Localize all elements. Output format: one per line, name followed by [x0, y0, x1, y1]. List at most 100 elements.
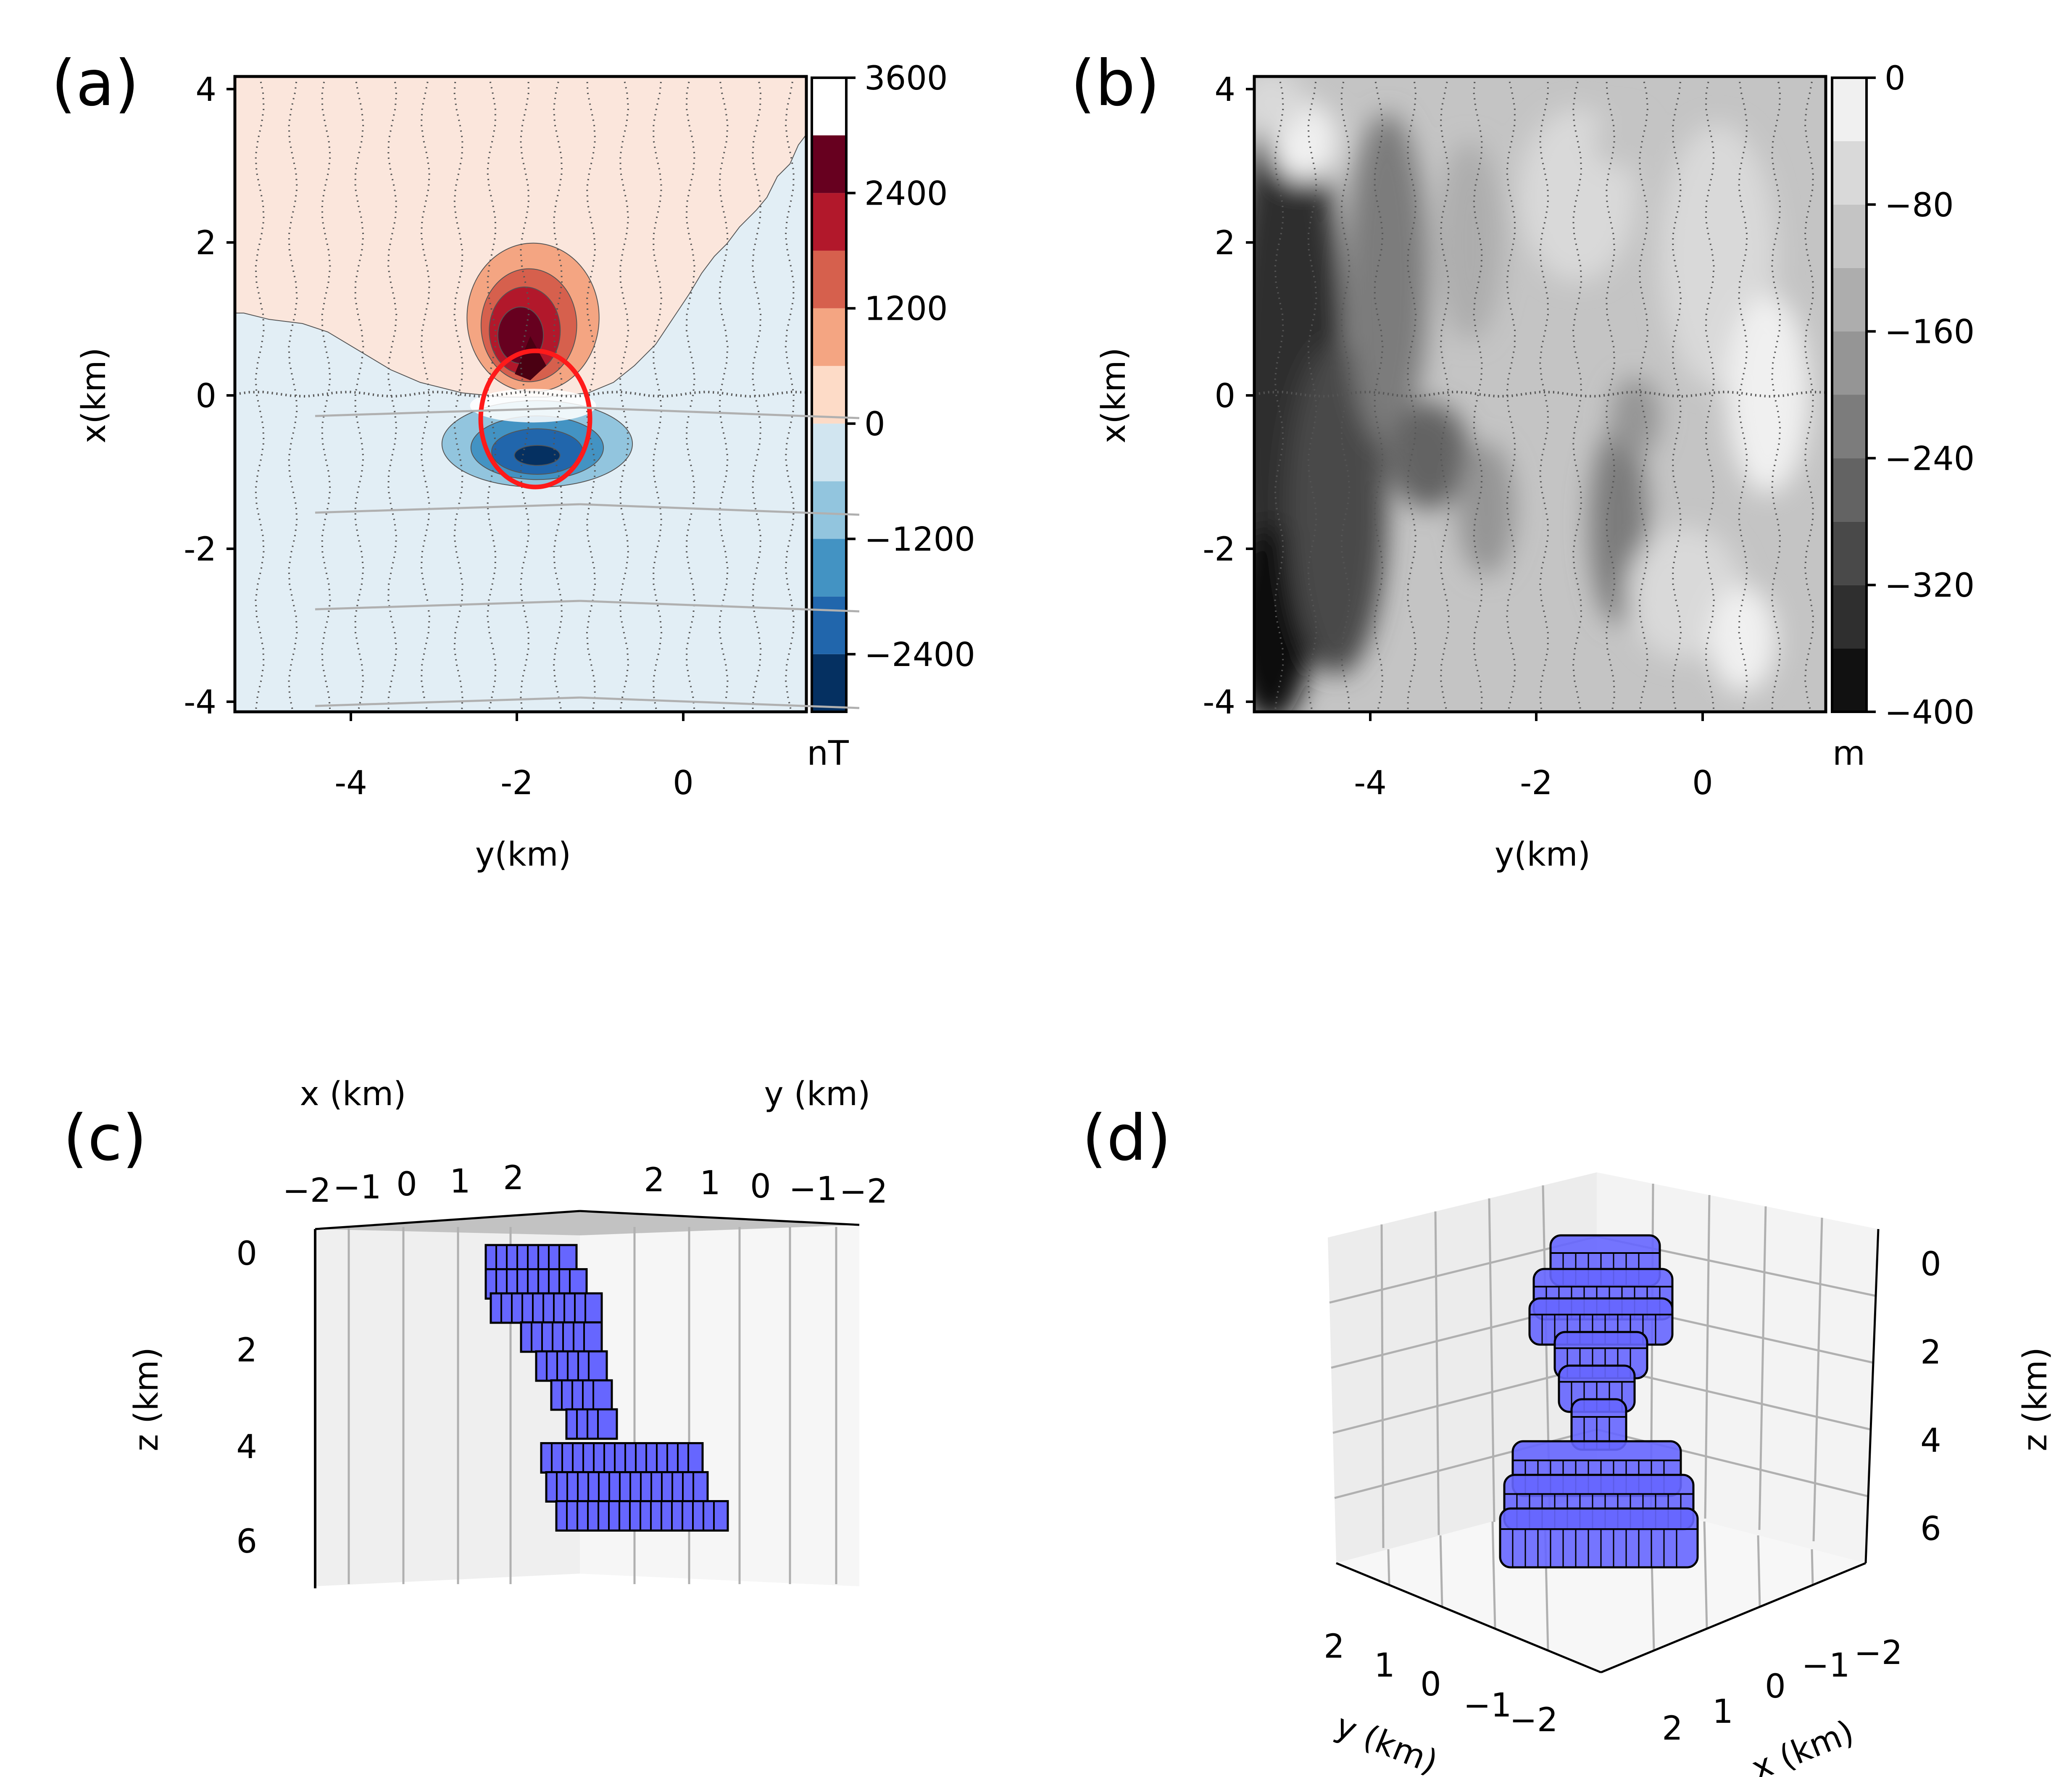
- colorbar-tick-label: −160: [1885, 313, 1975, 351]
- anomaly-marker-circle: [478, 348, 592, 490]
- tie-line: [235, 390, 806, 398]
- x-axis-line: [315, 1210, 580, 1230]
- y-axis-ticks: 2 1 0 −1 −2 y (km): [644, 1075, 887, 1211]
- grid-line: [1811, 1549, 1814, 1585]
- x-axis-ticks: −2 −1 0 1 2 x (km): [283, 1075, 524, 1210]
- grid-line: [315, 503, 580, 514]
- negative-contour: [514, 445, 561, 466]
- survey-line: [1539, 76, 1549, 712]
- survey-line: [255, 76, 265, 712]
- grid-line: [1488, 1198, 1495, 1522]
- xtick-label: 1: [450, 1163, 471, 1200]
- colorbar-segment: [1832, 585, 1867, 649]
- panel-label-a: (a): [51, 47, 139, 120]
- survey-line: [288, 76, 298, 712]
- survey-line: [1274, 76, 1284, 712]
- xtick-label: −2: [1854, 1634, 1903, 1672]
- voxel-layer: [550, 1379, 613, 1411]
- colorbar-segment: [812, 135, 846, 193]
- ztick-label: 0: [236, 1235, 257, 1273]
- panel-label-d: (d): [1082, 1102, 1171, 1175]
- ztick-label: 6: [236, 1523, 257, 1561]
- ytick-label: -2: [1203, 531, 1235, 569]
- grid-lines: [315, 406, 860, 1584]
- ytick-label: -2: [184, 531, 216, 569]
- xtick-label: −1: [1802, 1647, 1850, 1685]
- survey-line: [1407, 76, 1417, 712]
- colorbar-nT: 3600 2400 1200 0 −1200 −2400 nT: [807, 60, 975, 773]
- positive-region: [235, 76, 806, 398]
- grid-line: [579, 406, 860, 419]
- grid-line: [315, 600, 580, 611]
- colorbar-segment: [1832, 521, 1867, 585]
- ytick-label: 2: [195, 224, 216, 262]
- xtick-label: -2: [500, 764, 533, 802]
- colorbar-segment: [1832, 268, 1867, 332]
- panel-label-b: (b): [1071, 47, 1160, 120]
- voxel-layer: [565, 1408, 618, 1440]
- voxel-body: [484, 1244, 729, 1532]
- y-axis-line: [1336, 1562, 1601, 1674]
- xtick-label: -4: [1354, 764, 1387, 802]
- colorbar-segment: [812, 250, 846, 308]
- y-axis-label: x(km): [1095, 348, 1133, 443]
- ytick-label: 1: [700, 1164, 721, 1202]
- z-axis-line: [1864, 1229, 1880, 1564]
- depth-contour: [1710, 586, 1776, 692]
- pane-top: [315, 1211, 859, 1235]
- x-axis-label: x (km): [300, 1075, 406, 1113]
- depth-contour: [1610, 377, 1660, 457]
- colorbar-segment: [812, 308, 846, 366]
- xtick-label: 0: [1765, 1668, 1786, 1706]
- xtick-label: -2: [1520, 764, 1553, 802]
- colorbar-segment: [812, 193, 846, 251]
- colorbar-segment: [1832, 458, 1867, 522]
- ytick-label: 0: [750, 1168, 771, 1206]
- colorbar-tick-label: −240: [1885, 440, 1975, 478]
- colorbar-m: 0 −80 −160 −240 −320 −400 m: [1831, 60, 1975, 773]
- ytick-label: 1: [1374, 1647, 1395, 1685]
- ztick-label: 4: [1920, 1422, 1941, 1460]
- grid-line: [579, 600, 860, 613]
- xtick-label: 0: [1692, 764, 1713, 802]
- survey-line: [785, 76, 795, 712]
- depth-contour: [1457, 442, 1515, 575]
- colorbar-tick-label: 0: [1885, 60, 1906, 97]
- zero-band: [470, 389, 596, 423]
- colorbar-segment: [1832, 331, 1867, 395]
- grid-line: [1387, 1549, 1390, 1585]
- voxel-layer: [1499, 1507, 1699, 1569]
- ztick-label: 0: [1920, 1245, 1941, 1283]
- panel-label-c: (c): [63, 1102, 147, 1175]
- xtick-label: 0: [396, 1166, 417, 1203]
- xtick-label: 1: [1712, 1693, 1733, 1731]
- ztick-label: 2: [1920, 1334, 1941, 1372]
- survey-line: [487, 76, 497, 712]
- ztick-label: 6: [1920, 1510, 1941, 1548]
- ztick-label: 2: [236, 1332, 257, 1369]
- y-axis-label: y (km): [764, 1075, 871, 1113]
- x-km-axis: 4 2 0 -2 -4 x(km): [75, 71, 235, 721]
- x-axis-label: y(km): [1495, 836, 1590, 874]
- grid-line: [1758, 1206, 1767, 1530]
- colorbar-tick-label: 1200: [864, 290, 948, 328]
- voxel-layer: [540, 1442, 704, 1474]
- survey-line: [1804, 76, 1814, 712]
- survey-line: [586, 76, 596, 712]
- grid-line: [579, 503, 860, 516]
- positive-peak-core: [515, 336, 546, 380]
- z-axis-ticks: 0 2 4 6 z (km): [128, 1235, 257, 1561]
- grid-line: [1439, 1535, 1443, 1607]
- y-axis-label: x(km): [75, 348, 113, 443]
- grid-line: [1812, 1217, 1823, 1542]
- survey-line: [751, 76, 762, 712]
- ytick-label: −1: [1464, 1687, 1512, 1724]
- grid-line: [1332, 1364, 1597, 1434]
- y-axis-line: [579, 1210, 860, 1226]
- ytick-label: 2: [1324, 1628, 1345, 1666]
- grid-line: [1703, 1521, 1708, 1629]
- colorbar-segment: [812, 481, 846, 539]
- voxel-body: [1499, 1234, 1699, 1569]
- y-km-axis: -4 -2 0 y(km): [334, 712, 694, 874]
